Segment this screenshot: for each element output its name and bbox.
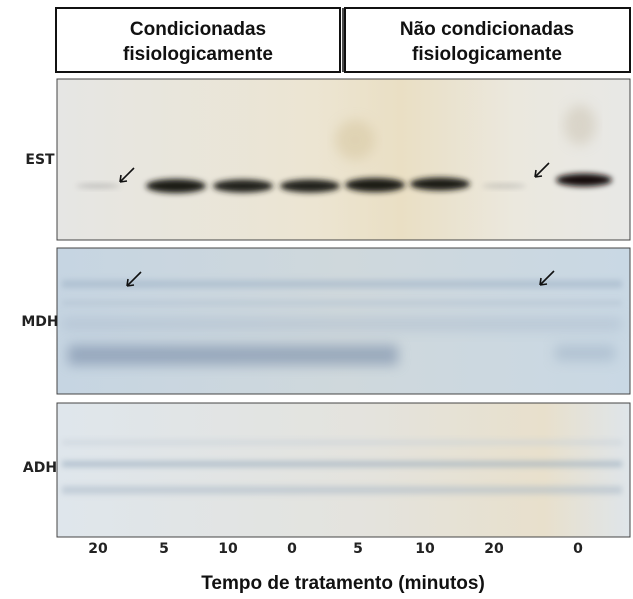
axis-title: Tempo de tratamento (minutos) <box>201 573 485 594</box>
group-box <box>344 7 631 73</box>
gel-est <box>56 78 631 241</box>
row-label: ADH <box>23 460 57 476</box>
row-label: MDH <box>21 314 58 330</box>
lane-label: 20 <box>88 541 108 557</box>
group-title: Não condicionadas <box>400 19 574 40</box>
lane-label: 10 <box>415 541 435 557</box>
group-title: Condicionadas <box>130 19 266 40</box>
lane-label: 5 <box>353 541 363 557</box>
group-box <box>55 7 341 73</box>
lane-label: 5 <box>159 541 169 557</box>
group-title: fisiologicamente <box>412 44 562 65</box>
lane-label: 0 <box>287 541 297 557</box>
lane-labels: 20 5 10 0 5 10 20 0 <box>88 541 583 557</box>
gel-mdh <box>56 247 631 395</box>
gel-adh <box>56 402 631 538</box>
row-label: EST <box>25 152 55 168</box>
lane-label: 10 <box>218 541 238 557</box>
group-title: fisiologicamente <box>123 44 273 65</box>
lane-label: 0 <box>573 541 583 557</box>
lane-label: 20 <box>484 541 504 557</box>
